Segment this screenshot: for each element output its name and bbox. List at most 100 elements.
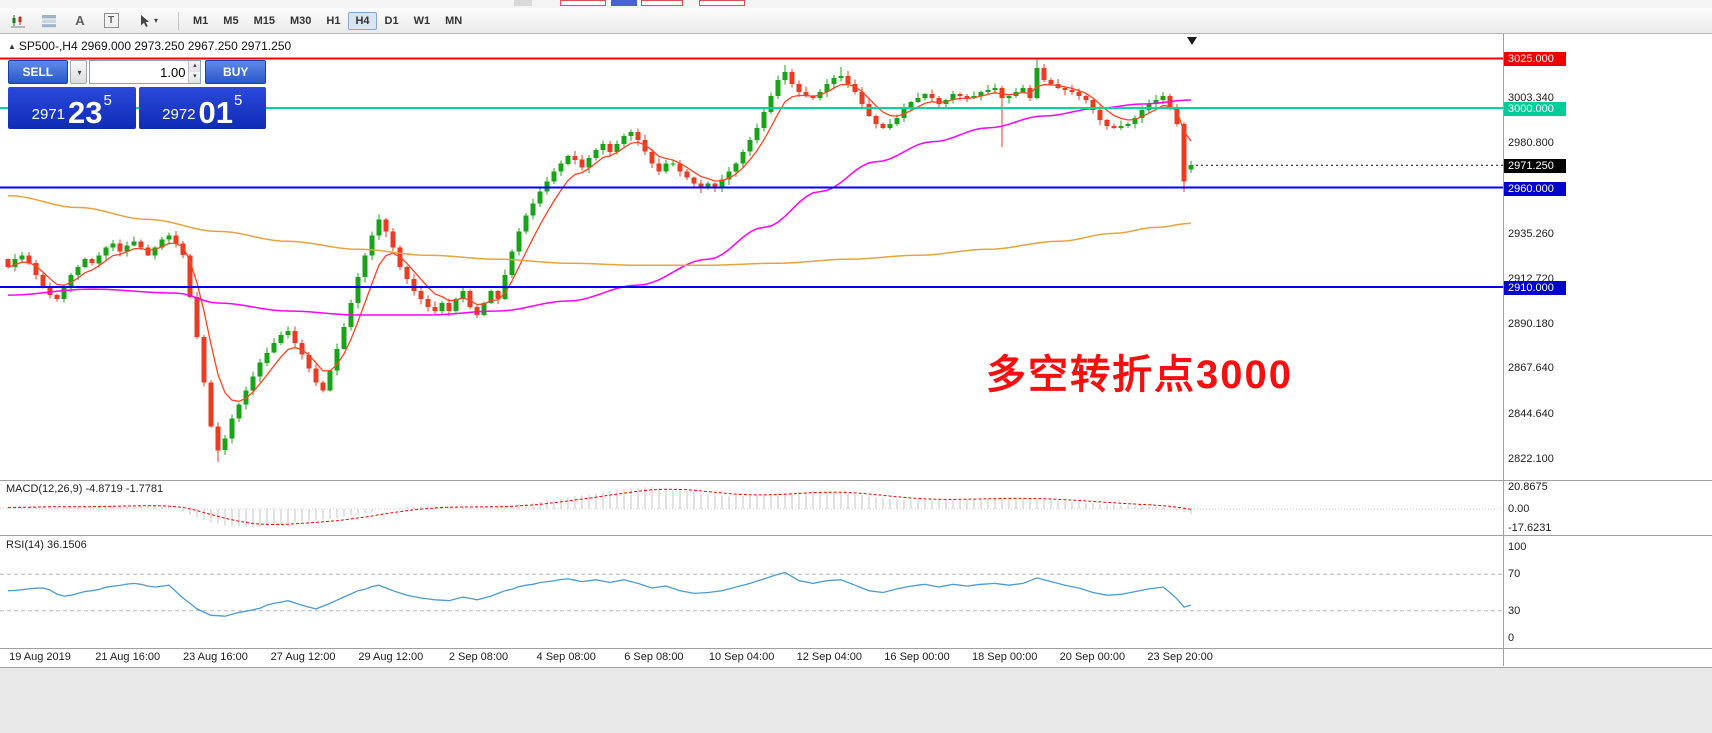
volume-spinner: ▴ ▾ [188, 61, 201, 83]
timeframe-button-m1[interactable]: M1 [186, 12, 215, 30]
symbol-marker-icon: ▲ [8, 42, 16, 51]
cursor-arrow-glyph [140, 14, 149, 27]
text-t-glyph: T [103, 13, 119, 28]
bid-pipette: 5 [103, 92, 112, 109]
price-axis-label: 2844.640 [1508, 408, 1554, 421]
toolbar: A T ▾ M1 M5 M15 M30 H1 H4 D1 W1 MN [0, 8, 1712, 34]
time-axis-label: 20 Sep 00:00 [1059, 651, 1126, 663]
clipped-menu-fragment [514, 0, 532, 6]
label-a-glyph: A [75, 13, 85, 28]
time-axis-label: 27 Aug 12:00 [270, 651, 336, 663]
time-axis-label: 29 Aug 12:00 [358, 651, 424, 663]
time-axis-label: 10 Sep 04:00 [708, 651, 775, 663]
clipped-menu-fragment [560, 0, 606, 6]
rsi-line [7, 571, 1192, 617]
macd-signal-line [8, 488, 1192, 526]
timeframe-button-mn[interactable]: MN [438, 12, 469, 30]
ma-mid-line [7, 99, 1192, 316]
price-badge-2971.250: 2971.250 [1504, 159, 1566, 174]
label-tool-icon[interactable]: A [66, 10, 94, 32]
price-badge-3025.000: 3025.000 [1504, 52, 1566, 67]
price-axis-label: 2980.800 [1508, 137, 1554, 150]
trade-controls-row: SELL ▾ ▴ ▾ BUY [8, 60, 266, 84]
tile-windows-icon[interactable] [35, 10, 63, 32]
chart-shift-marker[interactable] [1187, 37, 1197, 45]
rsi-scale-label: 0 [1508, 632, 1515, 644]
timeframe-button-w1[interactable]: W1 [407, 12, 438, 30]
time-axis-label: 18 Sep 00:00 [971, 651, 1038, 663]
price-axis-label: 2890.180 [1508, 317, 1554, 330]
symbol-ohlc-text: SP500-,H4 2969.000 2973.250 2967.250 297… [18, 39, 292, 53]
volume-dropdown-button[interactable]: ▾ [69, 60, 88, 84]
volume-down-button[interactable]: ▾ [189, 72, 201, 83]
bid-big-digits: 23 [68, 94, 103, 130]
clipped-menu-fragment [611, 0, 637, 6]
price-axis-label: 3003.340 [1508, 92, 1554, 105]
price-badge-3000.000: 3000.000 [1504, 102, 1566, 116]
rsi-scale-label: 70 [1508, 568, 1521, 581]
time-axis-label: 16 Sep 00:00 [884, 651, 950, 663]
ask-big-digits: 01 [198, 94, 233, 130]
price-axis-label: 2935.260 [1508, 227, 1554, 240]
macd-scale-max: 20.8675 [1508, 481, 1548, 494]
time-axis-label: 12 Sep 04:00 [796, 651, 863, 663]
timeframe-button-m5[interactable]: M5 [216, 12, 245, 30]
timeframe-bar: M1 M5 M15 M30 H1 H4 D1 W1 MN [186, 11, 470, 30]
toolbar-separator [178, 11, 179, 30]
timeframe-button-d1[interactable]: D1 [378, 12, 406, 30]
price-axis-label: 2822.100 [1508, 453, 1554, 466]
price-badge-2910.000: 2910.000 [1504, 281, 1566, 296]
macd-label: MACD(12,26,9) -4.8719 -1.7781 [6, 483, 164, 495]
ma-fast-line [7, 83, 1192, 402]
ask-price[interactable]: 2972 01 5 [138, 87, 266, 130]
time-axis-label: 2 Sep 08:00 [448, 651, 509, 663]
cursor-tool-icon[interactable]: ▾ [128, 10, 168, 32]
bid-price[interactable]: 2971 23 5 [8, 87, 136, 129]
volume-input[interactable] [90, 61, 189, 83]
bid-prefix: 2971 [31, 106, 66, 123]
symbol-info: ▲ SP500-,H4 2969.000 2973.250 2967.250 29… [8, 39, 291, 53]
annotation-text[interactable]: 多空转折点3000 [986, 353, 1293, 397]
timeframe-button-m15[interactable]: M15 [247, 12, 282, 30]
price-axis-label: 2867.640 [1508, 362, 1554, 375]
macd-layer [0, 487, 1503, 528]
rsi-scale-label: 100 [1508, 541, 1527, 553]
buy-button[interactable]: BUY [205, 60, 266, 84]
time-axis-label: 19 Aug 2019 [9, 651, 71, 663]
time-axis-label: 23 Sep 20:00 [1147, 651, 1213, 663]
chevron-down-icon: ▾ [153, 16, 158, 25]
time-axis-label: 6 Sep 08:00 [624, 651, 684, 663]
time-axis-label: 23 Aug 16:00 [182, 651, 248, 663]
chevron-down-icon: ▾ [77, 67, 82, 77]
text-tool-icon[interactable]: T [97, 10, 125, 32]
timeframe-button-m30[interactable]: M30 [283, 12, 318, 30]
ma-slow-line [7, 194, 1192, 266]
tile-glyph [42, 14, 56, 27]
clipped-menu-fragment [641, 0, 683, 6]
timeframe-button-h4[interactable]: H4 [348, 11, 377, 30]
rsi-layer [0, 571, 1503, 617]
rsi-scale-label: 30 [1508, 604, 1521, 617]
sell-button[interactable]: SELL [8, 60, 68, 84]
timeframe-button-h1[interactable]: H1 [319, 12, 347, 30]
macd-scale-zero: 0.00 [1508, 503, 1530, 515]
macd-scale-min: -17.6231 [1508, 521, 1552, 534]
rsi-label: RSI(14) 36.1506 [6, 539, 87, 551]
volume-box: ▴ ▾ [89, 60, 202, 84]
ask-pipette: 5 [234, 92, 243, 109]
price-badge-2960.000: 2960.000 [1504, 181, 1566, 196]
charts-icon[interactable] [4, 10, 32, 32]
price-scale[interactable]: 3003.340 2980.800 2935.260 2912.720 2890.180… [1504, 0, 1710, 666]
clipped-menu-row [0, 0, 1712, 8]
window-bottom-area [0, 667, 1712, 733]
volume-up-button[interactable]: ▴ [189, 61, 201, 72]
ask-prefix: 2972 [162, 106, 196, 123]
trade-prices-row: 2971 23 5 2972 01 5 [8, 87, 266, 129]
candles-layer [5, 58, 1194, 462]
candlestick-glyph [11, 14, 25, 27]
time-scale[interactable]: 19 Aug 2019 21 Aug 16:00 23 Aug 16:00 27 Au… [0, 651, 1510, 666]
time-axis-label: 21 Aug 16:00 [95, 651, 161, 663]
